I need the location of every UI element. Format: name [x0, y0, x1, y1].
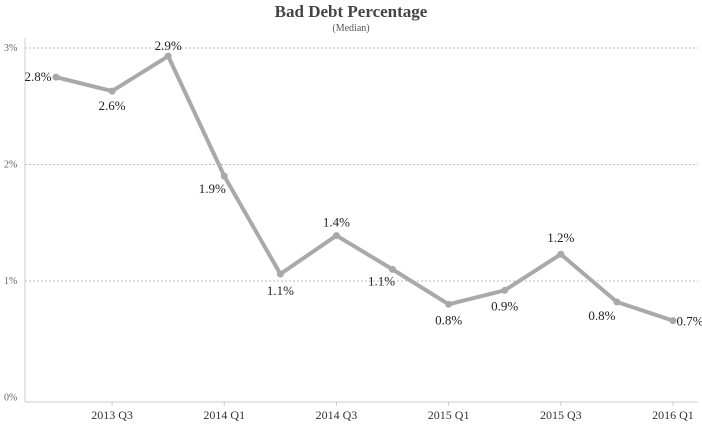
- data-point[interactable]: [613, 298, 620, 305]
- series-line: [56, 56, 673, 320]
- x-tick-label: 2015 Q1: [428, 408, 470, 422]
- x-tick-label: 2014 Q1: [203, 408, 245, 422]
- x-axis-tick-labels: 2013 Q3 2014 Q1 2014 Q3 2015 Q1 2015 Q3 2016 …: [91, 402, 694, 422]
- axes: [25, 38, 698, 402]
- data-label: 2.8%: [24, 69, 51, 84]
- x-tick-label: 2016 Q1: [652, 408, 694, 422]
- data-label: 0.9%: [491, 298, 518, 313]
- y-tick-label: 3%: [4, 43, 17, 54]
- data-label: 2.6%: [99, 98, 126, 113]
- data-points: [53, 53, 677, 324]
- data-label: 1.2%: [547, 230, 574, 245]
- data-point[interactable]: [109, 88, 116, 95]
- data-point[interactable]: [333, 232, 340, 239]
- data-point[interactable]: [669, 317, 676, 324]
- series-line-path: [56, 56, 673, 320]
- data-label: 0.8%: [435, 312, 462, 327]
- y-tick-label: 1%: [4, 276, 17, 287]
- x-tick-label: 2014 Q3: [316, 408, 358, 422]
- data-point[interactable]: [389, 266, 396, 273]
- data-label: 1.4%: [323, 215, 350, 230]
- x-tick-label: 2013 Q3: [91, 408, 133, 422]
- data-label: 2.9%: [155, 38, 182, 53]
- data-point[interactable]: [221, 173, 228, 180]
- data-label: 0.8%: [588, 308, 615, 323]
- data-point[interactable]: [53, 74, 60, 81]
- data-label: 0.7%: [676, 314, 702, 329]
- y-tick-label: 0%: [4, 393, 17, 404]
- data-label: 1.9%: [199, 181, 226, 196]
- data-label: 1.1%: [267, 283, 294, 298]
- x-tick-label: 2015 Q3: [540, 408, 582, 422]
- data-point[interactable]: [277, 271, 284, 278]
- y-axis-tick-labels: 0% 1% 2% 3%: [4, 43, 17, 404]
- data-point[interactable]: [445, 301, 452, 308]
- data-point[interactable]: [165, 53, 172, 60]
- data-point[interactable]: [557, 251, 564, 258]
- data-point[interactable]: [501, 287, 508, 294]
- y-tick-label: 2%: [4, 160, 17, 171]
- data-label: 1.1%: [368, 273, 395, 288]
